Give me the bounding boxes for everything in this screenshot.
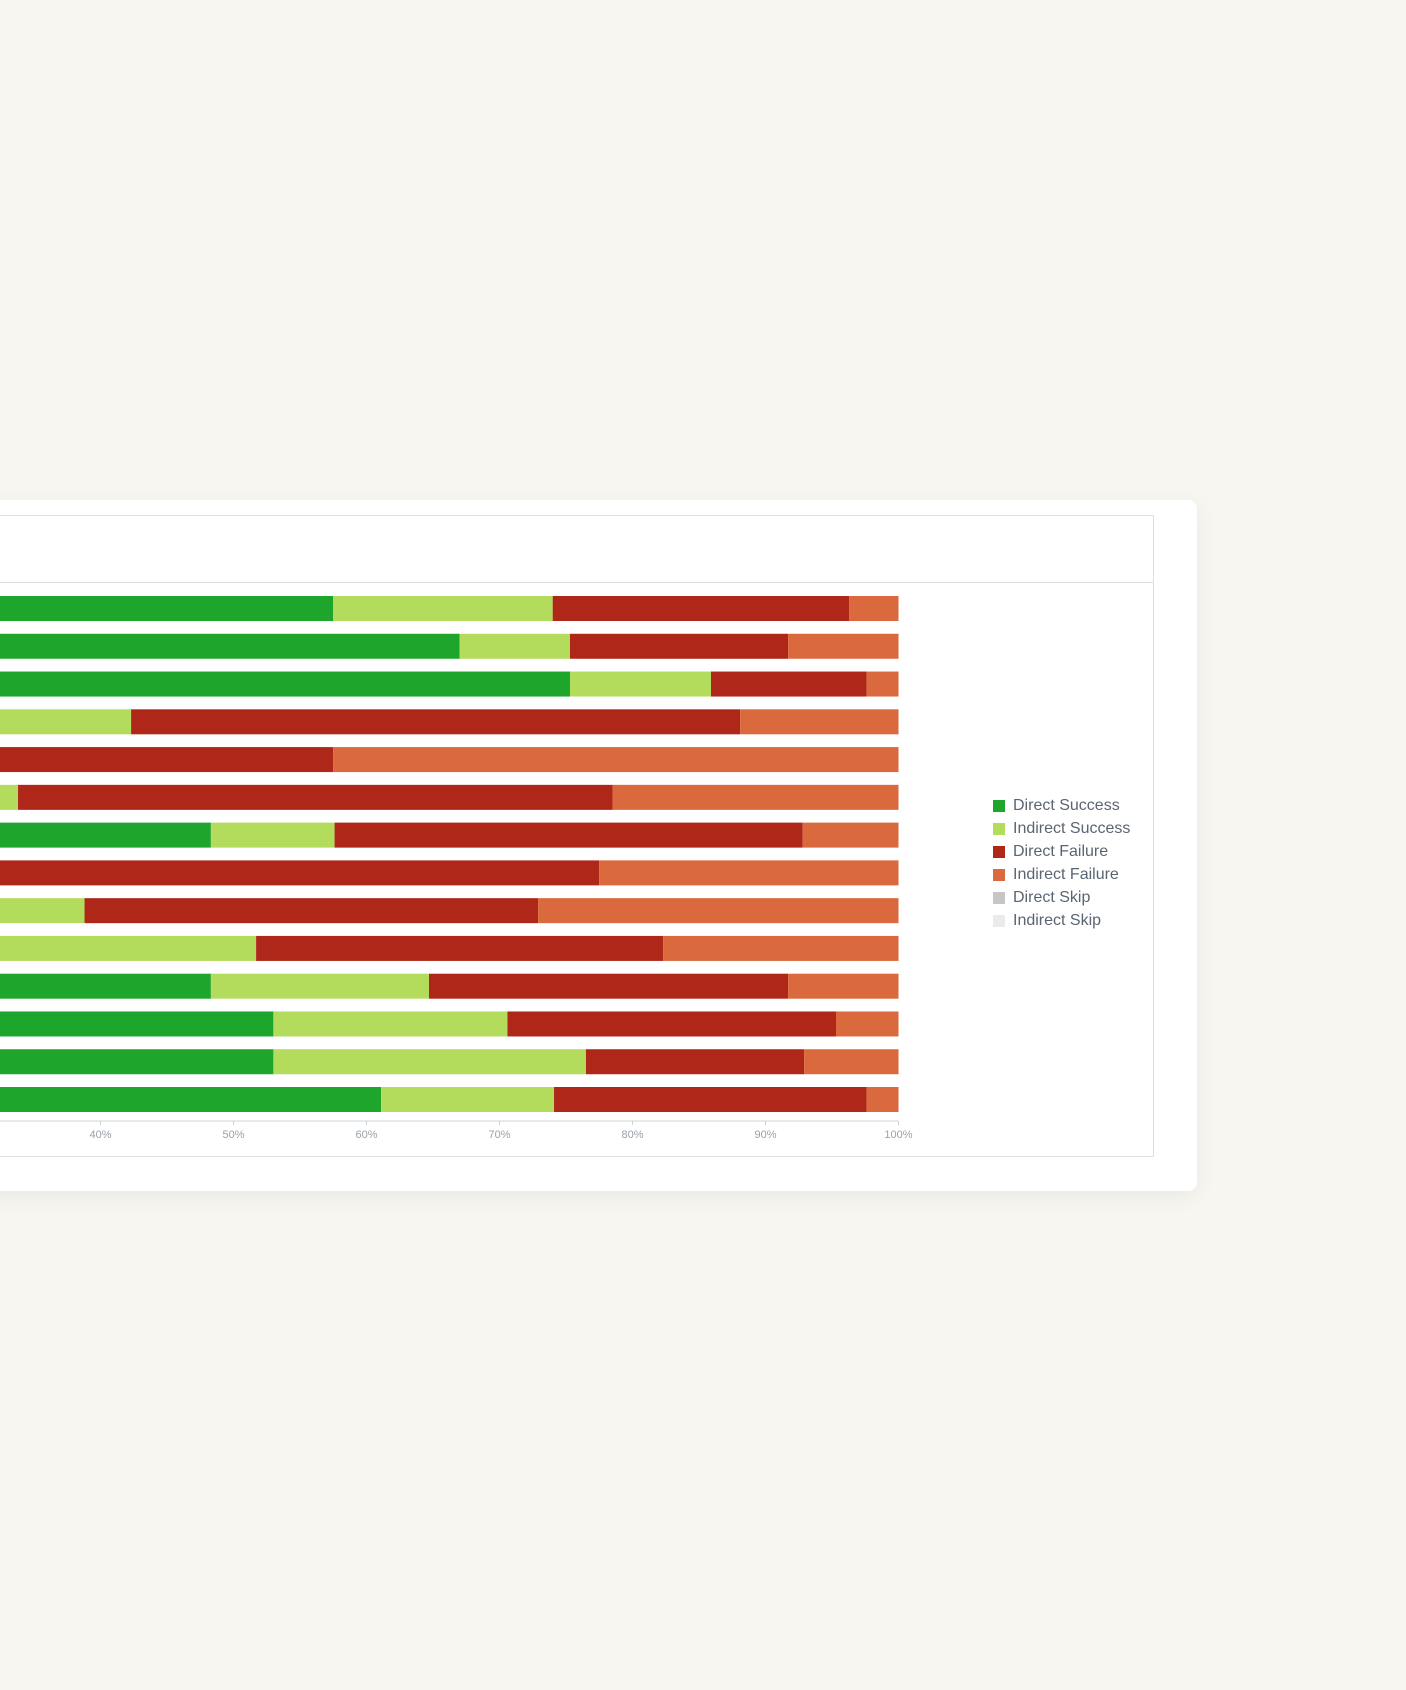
bar-segment-row14-direct-success	[0, 1087, 382, 1113]
x-tick-label: 70%	[488, 1129, 510, 1141]
x-tick-label: 80%	[621, 1129, 643, 1141]
bar-segment-row3-direct-failure	[710, 671, 867, 697]
legend-swatch	[993, 822, 1005, 835]
bar-segment-row10-indirect-failure	[663, 935, 899, 961]
x-tick-label: 60%	[355, 1129, 377, 1141]
legend-swatch	[993, 868, 1005, 881]
bar-segment-row1-direct-success	[0, 596, 334, 621]
bar-segment-row2-indirect-success	[459, 633, 570, 659]
legend-swatch	[993, 845, 1005, 858]
legend-item-indirect-failure[interactable]: Indirect Failure	[993, 863, 1130, 886]
bar-segment-row4-direct-failure	[131, 709, 741, 735]
bar-segment-row3-indirect-failure	[866, 671, 899, 697]
bar-segment-row12-direct-success	[0, 1011, 274, 1037]
legend-item-indirect-skip[interactable]: Indirect Skip	[993, 909, 1130, 932]
bar-segment-row13-direct-success	[0, 1049, 274, 1075]
bar-segment-row7-indirect-failure	[802, 822, 899, 848]
bar-segment-row1-indirect-success	[333, 596, 553, 621]
bar-segment-row10-direct-failure	[256, 935, 664, 961]
legend-swatch	[993, 799, 1005, 812]
bar-segment-row6-indirect-failure	[612, 784, 899, 810]
bar-segment-row13-direct-failure	[585, 1049, 805, 1075]
bar-segment-row1-direct-failure	[552, 596, 850, 621]
legend-label: Direct Success	[1013, 796, 1120, 814]
legend-label: Direct Failure	[1013, 842, 1109, 860]
bar-segment-row2-direct-failure	[569, 633, 789, 659]
legend-label: Indirect Success	[1013, 819, 1131, 837]
bar-segment-row14-indirect-failure	[866, 1087, 899, 1113]
panel-header	[0, 516, 1153, 583]
bar-segment-row1-indirect-failure	[849, 596, 899, 621]
bar-segment-row13-indirect-success	[273, 1049, 586, 1075]
bar-segment-row3-direct-success	[0, 671, 570, 697]
legend-label: Indirect Skip	[1013, 911, 1102, 929]
bar-segment-row4-indirect-success	[0, 709, 132, 735]
chart-legend: Direct Success Indirect Success Direct Fai…	[993, 794, 1130, 932]
legend-item-direct-success[interactable]: Direct Success	[993, 794, 1130, 817]
bar-segment-row13-indirect-failure	[804, 1049, 899, 1075]
bar-segment-row7-direct-failure	[334, 822, 803, 848]
bar-segment-row6-direct-failure	[18, 784, 613, 810]
legend-swatch	[993, 891, 1005, 904]
bar-segment-row11-direct-failure	[429, 973, 789, 999]
bar-segment-row3-indirect-success	[569, 671, 711, 697]
bar-segment-row8-indirect-failure	[599, 860, 899, 886]
legend-item-direct-failure[interactable]: Direct Failure	[993, 840, 1130, 863]
x-tick-label: 100%	[884, 1129, 912, 1141]
bar-segment-row14-indirect-success	[381, 1087, 555, 1113]
bar-segment-row10-indirect-success	[0, 935, 257, 961]
bar-segment-row12-indirect-failure	[835, 1011, 899, 1037]
legend-label: Indirect Failure	[1013, 865, 1119, 883]
bar-segment-row12-indirect-success	[273, 1011, 508, 1037]
x-tick-label: 90%	[754, 1129, 776, 1141]
bar-segment-row2-direct-success	[0, 633, 460, 659]
bar-segment-row7-direct-success	[0, 822, 211, 848]
bar-segment-row5-direct-failure	[0, 747, 334, 773]
bar-segment-row2-indirect-failure	[788, 633, 899, 659]
bar-segment-row9-indirect-failure	[538, 898, 899, 924]
x-tick-label: 40%	[89, 1129, 111, 1141]
bar-segment-row9-direct-failure	[84, 898, 539, 924]
bar-segment-row12-direct-failure	[507, 1011, 836, 1037]
legend-item-direct-skip[interactable]: Direct Skip	[993, 886, 1130, 909]
bar-segment-row6-indirect-success	[0, 784, 19, 810]
bar-segment-row11-indirect-success	[210, 973, 430, 999]
bar-segment-row7-indirect-success	[210, 822, 335, 848]
legend-label: Direct Skip	[1013, 888, 1091, 906]
bar-segment-row4-indirect-failure	[740, 709, 899, 735]
bar-segment-row5-indirect-failure	[333, 747, 899, 773]
bar-segment-row8-direct-failure	[0, 860, 600, 886]
bar-segment-row11-direct-success	[0, 973, 211, 999]
bar-segment-row9-indirect-success	[0, 898, 85, 924]
legend-item-indirect-success[interactable]: Indirect Success	[993, 817, 1130, 840]
bar-segment-row11-indirect-failure	[788, 973, 899, 999]
legend-swatch	[993, 914, 1005, 927]
x-tick-label: 50%	[222, 1129, 244, 1141]
bar-segment-row14-direct-failure	[554, 1087, 867, 1113]
